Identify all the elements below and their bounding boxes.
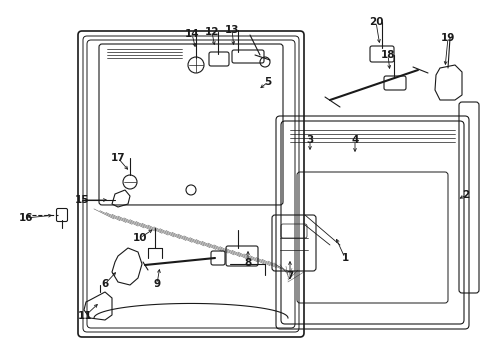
Text: 9: 9 — [153, 279, 161, 289]
Text: 14: 14 — [185, 29, 199, 39]
Text: 15: 15 — [75, 195, 89, 205]
Text: 18: 18 — [381, 50, 395, 60]
Text: 16: 16 — [19, 213, 33, 223]
Text: 10: 10 — [133, 233, 147, 243]
Text: 8: 8 — [245, 258, 252, 268]
Text: 12: 12 — [205, 27, 219, 37]
Text: 11: 11 — [78, 311, 92, 321]
Text: 1: 1 — [342, 253, 348, 263]
Text: 20: 20 — [369, 17, 383, 27]
Text: 5: 5 — [265, 77, 271, 87]
Text: 17: 17 — [111, 153, 125, 163]
Text: 3: 3 — [306, 135, 314, 145]
Text: 19: 19 — [441, 33, 455, 43]
Text: 2: 2 — [463, 190, 469, 200]
Text: 13: 13 — [225, 25, 239, 35]
Text: 4: 4 — [351, 135, 359, 145]
Text: 7: 7 — [286, 271, 294, 281]
Text: 6: 6 — [101, 279, 109, 289]
